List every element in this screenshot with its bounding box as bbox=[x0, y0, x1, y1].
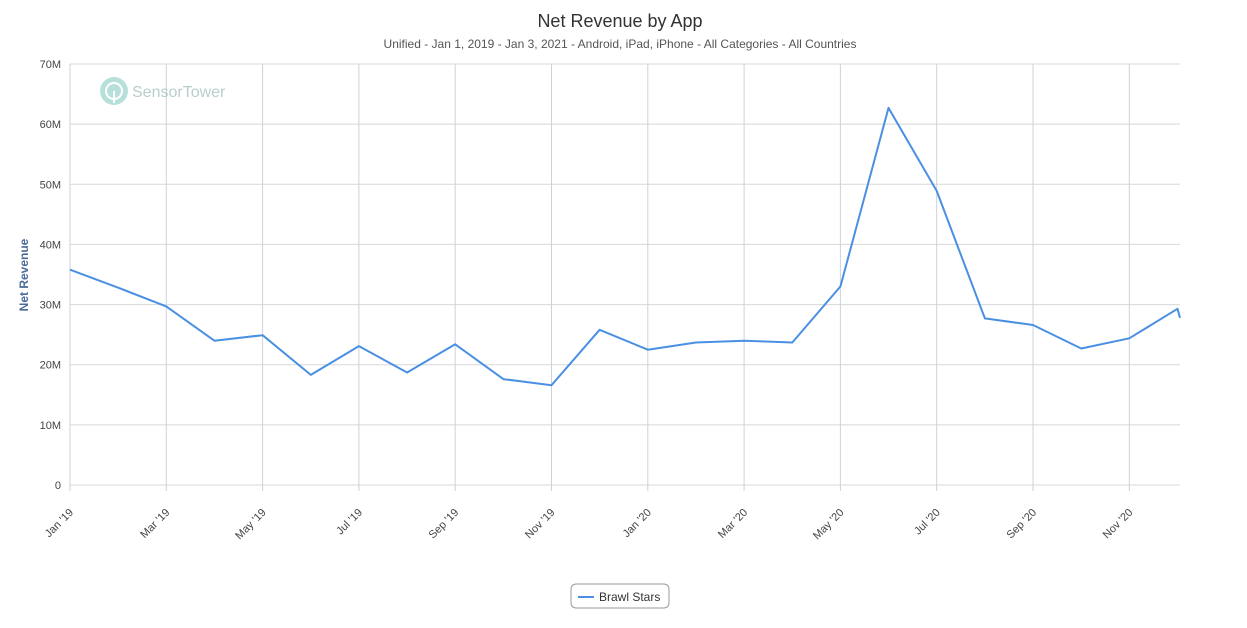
x-tick-label: Jan '20 bbox=[621, 507, 654, 540]
y-tick-label: 50M bbox=[40, 179, 61, 191]
chart-title: Net Revenue by App bbox=[537, 11, 702, 31]
y-tick-label: 70M bbox=[40, 59, 61, 71]
y-tick-label: 10M bbox=[40, 420, 61, 432]
y-tick-label: 0 bbox=[55, 480, 61, 492]
logo-text: SensorTower bbox=[132, 84, 226, 101]
legend[interactable]: Brawl Stars bbox=[570, 583, 670, 609]
x-tick-label: Sep '20 bbox=[1004, 507, 1039, 542]
y-tick-label: 40M bbox=[40, 239, 61, 251]
x-tick-label: Nov '20 bbox=[1101, 507, 1136, 542]
x-tick-label: Sep '19 bbox=[427, 507, 462, 542]
x-axis-ticks: Jan '19 Mar '19 May '19 Jul '19 Sep '19 Nov '… bbox=[43, 507, 1136, 542]
legend-item-label: Brawl Stars bbox=[599, 590, 660, 604]
legend-box[interactable] bbox=[570, 583, 670, 609]
x-tick-label: Mar '19 bbox=[138, 507, 172, 541]
chart-subtitle: Unified - Jan 1, 2019 - Jan 3, 2021 - An… bbox=[384, 37, 857, 51]
x-tick-label: Mar '20 bbox=[716, 507, 750, 541]
x-tick-label: Jan '19 bbox=[43, 507, 76, 540]
x-tick-label: Jul '19 bbox=[334, 507, 365, 538]
grid bbox=[69, 63, 1180, 491]
series-line-brawl-stars[interactable] bbox=[69, 106, 1181, 387]
y-tick-label: 60M bbox=[40, 119, 61, 131]
series-layer bbox=[69, 106, 1181, 387]
x-tick-label: Nov '19 bbox=[523, 507, 558, 542]
sensortower-logo: SensorTower bbox=[100, 77, 226, 105]
x-tick-label: May '19 bbox=[233, 507, 268, 542]
y-tick-label: 30M bbox=[40, 300, 61, 312]
y-axis-label: Net Revenue bbox=[17, 238, 31, 311]
x-tick-label: Jul '20 bbox=[912, 507, 943, 538]
x-tick-label: May '20 bbox=[811, 507, 846, 542]
y-tick-label: 20M bbox=[40, 360, 61, 372]
y-axis-ticks: 0 10M 20M 30M 40M 50M 60M 70M bbox=[40, 59, 61, 492]
